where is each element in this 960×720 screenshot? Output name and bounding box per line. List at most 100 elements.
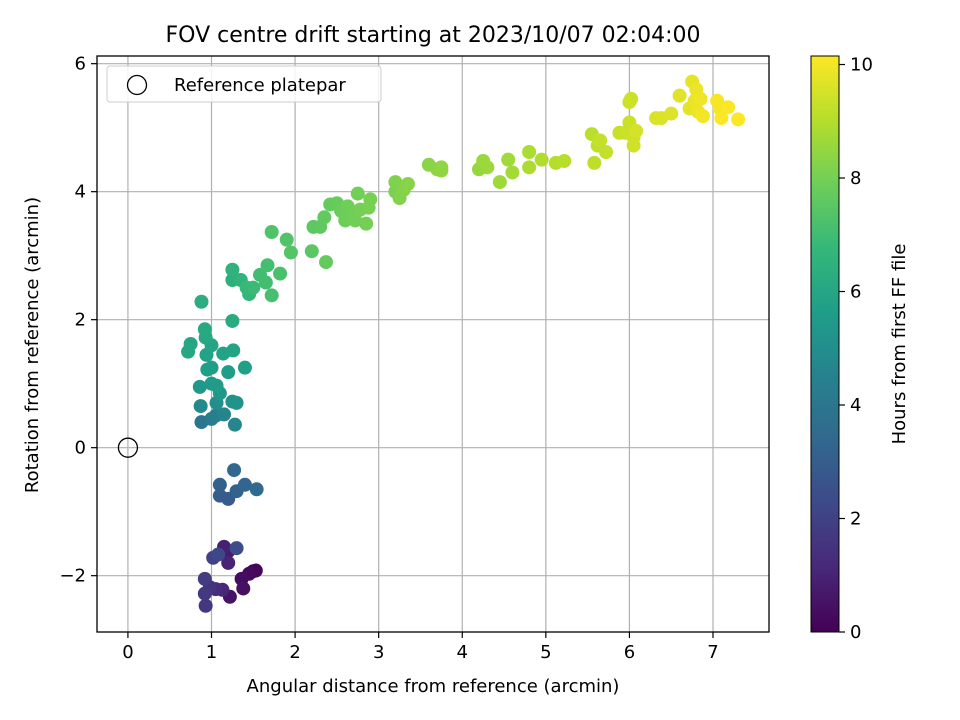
data-point xyxy=(249,482,264,497)
data-point xyxy=(593,133,608,148)
data-point xyxy=(348,213,363,228)
data-point xyxy=(229,541,244,556)
data-point xyxy=(227,417,242,432)
y-tick-label: 6 xyxy=(75,54,86,75)
x-axis-ticks: 0 1 2 3 4 5 6 7 xyxy=(122,632,719,663)
data-point xyxy=(221,365,236,380)
data-point xyxy=(192,379,207,394)
data-point xyxy=(599,145,614,159)
colorbar-tick-label: 2 xyxy=(850,509,861,530)
data-point xyxy=(480,160,495,175)
x-tick-label: 1 xyxy=(206,642,217,663)
colorbar-tick-label: 6 xyxy=(850,282,861,303)
colorbar-tick-label: 10 xyxy=(850,55,873,76)
x-tick-label: 3 xyxy=(373,642,384,663)
data-point xyxy=(264,225,279,239)
data-point xyxy=(258,275,273,290)
data-point xyxy=(693,91,708,106)
data-point xyxy=(236,581,251,596)
data-point xyxy=(522,145,537,159)
legend-box xyxy=(106,65,382,103)
data-point xyxy=(492,175,507,190)
plot-background xyxy=(97,56,769,632)
data-point xyxy=(283,245,298,260)
data-point xyxy=(629,123,644,138)
data-point xyxy=(400,177,415,191)
chart-title: FOV centre drift starting at 2023/10/07 … xyxy=(166,23,701,48)
data-point xyxy=(229,395,244,410)
x-tick-label: 7 xyxy=(707,642,718,663)
data-point xyxy=(363,192,378,207)
data-point xyxy=(721,100,736,115)
data-point xyxy=(200,362,215,377)
data-point xyxy=(212,488,227,503)
data-point xyxy=(237,360,252,375)
colorbar-gradient xyxy=(810,55,840,633)
data-point xyxy=(434,163,449,178)
y-tick-label: 0 xyxy=(75,438,86,459)
data-point xyxy=(198,598,213,613)
colorbar-tick-label: 4 xyxy=(850,395,861,416)
x-tick-label: 6 xyxy=(624,642,635,663)
plot-area: 0 1 2 3 4 5 6 7 −2 0 2 4 6 Reference platepar xyxy=(59,54,770,663)
data-point xyxy=(714,111,729,126)
data-point xyxy=(557,153,572,168)
data-point xyxy=(197,571,212,586)
data-point xyxy=(197,322,212,337)
x-tick-label: 0 xyxy=(122,642,133,663)
data-point xyxy=(225,262,240,277)
data-point xyxy=(260,258,275,273)
data-point xyxy=(664,106,679,121)
y-axis-ticks: −2 0 2 4 6 xyxy=(59,54,97,587)
colorbar-ticks: 0 2 4 6 8 10 xyxy=(839,55,873,643)
data-point xyxy=(273,266,288,281)
data-point xyxy=(534,152,549,167)
data-point xyxy=(359,216,374,231)
data-point xyxy=(731,112,746,127)
data-point xyxy=(226,343,241,358)
legend-marker xyxy=(126,74,148,96)
colorbar-label: Hours from first FF file xyxy=(889,244,910,445)
data-point xyxy=(217,407,232,422)
colorbar-tick-label: 8 xyxy=(850,168,861,189)
plot-frame xyxy=(96,55,770,633)
x-tick-label: 4 xyxy=(457,642,468,663)
data-point xyxy=(587,155,602,170)
legend-entry: Reference platepar xyxy=(174,75,346,96)
data-point xyxy=(304,244,319,259)
y-tick-label: 4 xyxy=(75,182,86,203)
data-point xyxy=(194,294,209,309)
x-tick-label: 5 xyxy=(540,642,551,663)
data-point xyxy=(181,344,196,359)
data-point xyxy=(193,399,208,414)
data-point xyxy=(211,547,226,562)
data-point xyxy=(264,288,279,303)
data-point xyxy=(225,313,240,328)
y-tick-label: −2 xyxy=(59,566,86,587)
x-tick-label: 2 xyxy=(289,642,300,663)
data-point xyxy=(317,210,332,225)
colorbar-tick-label: 0 xyxy=(850,622,861,643)
data-point xyxy=(227,463,242,478)
data-point xyxy=(695,109,710,124)
data-point xyxy=(279,232,294,247)
y-axis-label: Rotation from reference (arcmin) xyxy=(22,197,43,493)
colorbar: 0 2 4 6 8 10 Hours from first FF file xyxy=(810,55,910,643)
data-point xyxy=(237,477,252,492)
data-point xyxy=(246,280,261,295)
legend: Reference platepar xyxy=(106,65,382,103)
data-point xyxy=(505,165,520,180)
y-tick-label: 2 xyxy=(75,310,86,331)
x-axis-label: Angular distance from reference (arcmin) xyxy=(247,676,620,697)
data-point xyxy=(501,152,516,167)
data-point xyxy=(212,477,227,492)
data-point xyxy=(319,255,334,270)
data-point xyxy=(626,138,641,153)
data-point xyxy=(197,586,212,601)
data-points xyxy=(181,74,746,613)
data-point xyxy=(672,88,687,103)
data-point xyxy=(624,91,639,106)
data-point xyxy=(221,555,236,570)
data-point xyxy=(522,160,537,175)
